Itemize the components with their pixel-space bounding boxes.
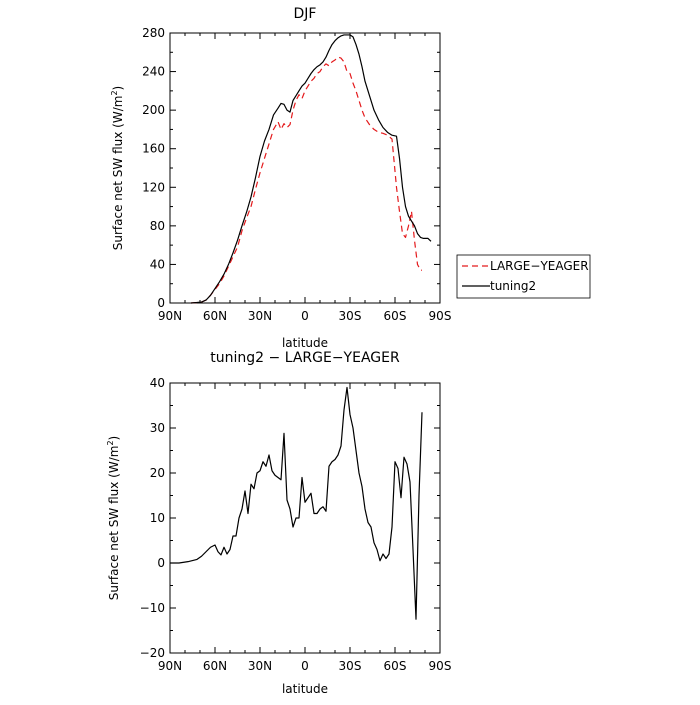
panel-title: DJF <box>294 6 317 22</box>
y-tick-label: 160 <box>142 142 165 156</box>
legend-box <box>456 254 591 299</box>
series-line-difference <box>170 386 423 620</box>
legend-label-large-yeager: LARGE−YEAGER <box>490 259 589 273</box>
x-tick-label: 90S <box>429 659 452 673</box>
x-tick-label: 30S <box>339 659 362 673</box>
x-tick-label: 30N <box>248 659 272 673</box>
y-axis-label: Surface net SW flux (W/m2) <box>110 86 125 250</box>
plot-frame <box>169 382 441 654</box>
y-tick-label: 30 <box>150 421 165 435</box>
plot-axes: 90N 60N 30N 0 30S 60S 90S 0 40 80 120 160 200 240 280 <box>142 26 451 323</box>
x-tick-label: 60S <box>384 309 407 323</box>
y-tick-label: 80 <box>150 219 165 233</box>
y-tick-label: 240 <box>142 65 165 79</box>
series-line-tuning2 <box>190 34 432 304</box>
x-tick-label: 90N <box>158 659 182 673</box>
legend-label-tuning2: tuning2 <box>490 279 536 293</box>
x-tick-label: 30N <box>248 309 272 323</box>
y-tick-label: 120 <box>142 180 165 194</box>
x-axis-label: latitude <box>282 336 328 350</box>
y-tick-label: 20 <box>150 466 165 480</box>
x-tick-label: 30S <box>339 309 362 323</box>
x-tick-label: 60N <box>203 659 227 673</box>
y-axis-label: Surface net SW flux (W/m2) <box>106 436 121 600</box>
x-tick-label: 90N <box>158 309 182 323</box>
series-line-large-yeager <box>190 56 422 304</box>
y-tick-label: 0 <box>157 296 165 310</box>
x-tick-label: 0 <box>301 659 309 673</box>
y-tick-label: 40 <box>150 257 165 271</box>
y-tick-label: −10 <box>140 601 165 615</box>
legend: LARGE−YEAGER tuning2 <box>456 254 591 299</box>
panel-difference: tuning2 − LARGE−YEAGER latitude Surface … <box>106 350 451 696</box>
x-tick-label: 60N <box>203 309 227 323</box>
y-tick-label: 10 <box>150 511 165 525</box>
panel-title: tuning2 − LARGE−YEAGER <box>210 350 400 366</box>
plot-frame <box>169 32 441 304</box>
x-tick-label: 90S <box>429 309 452 323</box>
y-tick-label: 280 <box>142 26 165 40</box>
y-tick-label: −20 <box>140 646 165 660</box>
x-tick-label: 60S <box>384 659 407 673</box>
y-tick-label: 40 <box>150 376 165 390</box>
panel-djf: DJF latitude Surface net SW flux (W/m2) … <box>110 6 451 350</box>
y-tick-label: 0 <box>157 556 165 570</box>
plot-axes: 90N 60N 30N 0 30S 60S 90S −20 −10 0 10 20 30 40 <box>140 376 452 673</box>
x-axis-label: latitude <box>282 682 328 696</box>
x-tick-label: 0 <box>301 309 309 323</box>
y-tick-label: 200 <box>142 103 165 117</box>
